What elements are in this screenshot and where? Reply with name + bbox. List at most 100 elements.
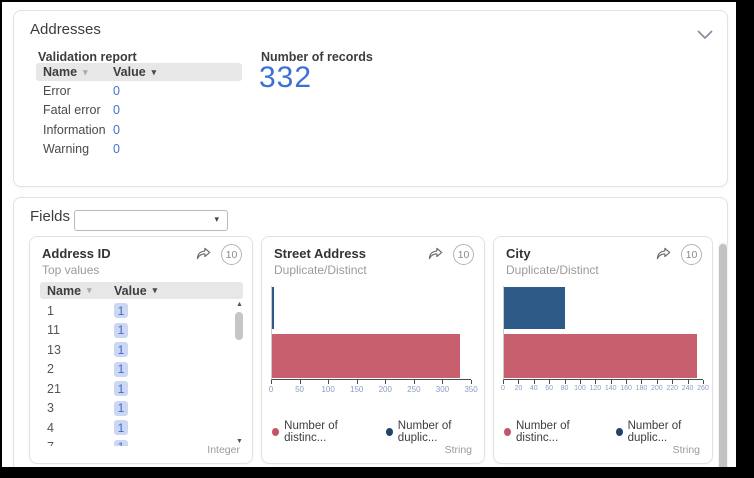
legend-item[interactable]: Number of distinc... bbox=[504, 420, 603, 444]
axis-tick-label: 240 bbox=[681, 385, 694, 392]
name-column-header[interactable]: Name ▾ bbox=[36, 65, 113, 79]
field-cards-row: Address ID Top values 10 Name ▾ Value bbox=[29, 236, 713, 464]
axis-tick-label: 100 bbox=[321, 385, 335, 394]
duplicate-distinct-chart: 0 50 100 150 200 250 300 350 bbox=[268, 286, 478, 396]
bar-number-of-distinct-records bbox=[272, 334, 460, 378]
scrollbar-thumb[interactable] bbox=[719, 244, 727, 467]
axis-tick-label: 180 bbox=[635, 385, 648, 392]
legend-label: Number of duplic... bbox=[627, 420, 682, 444]
legend-dot-icon bbox=[385, 428, 393, 436]
axis-tick-label: 350 bbox=[464, 385, 478, 394]
share-icon[interactable] bbox=[655, 247, 672, 262]
axis-tick-label: 60 bbox=[545, 385, 554, 392]
validation-row-value[interactable]: 0 bbox=[113, 103, 120, 118]
top-value-name: 1 bbox=[47, 303, 54, 318]
page-background: Addresses Validation report Name ▾ Value… bbox=[2, 2, 736, 467]
top-value-name: 4 bbox=[47, 420, 54, 435]
fields-filter-combobox[interactable]: ▾ bbox=[74, 210, 228, 231]
legend-item[interactable]: Number of duplic... bbox=[615, 420, 712, 444]
axis-tick-label: 20 bbox=[514, 385, 523, 392]
top-value-count[interactable]: 1 bbox=[114, 381, 128, 397]
top-values-row: 21 1 bbox=[40, 379, 232, 399]
axis-tick bbox=[356, 380, 358, 384]
x-axis: 0 20 40 60 80 100 120 140 160 180 200 220 240 260 bbox=[501, 380, 709, 396]
fields-section-label: Fields bbox=[30, 208, 71, 225]
top-value-count[interactable]: 1 bbox=[114, 322, 128, 338]
top-value-count[interactable]: 1 bbox=[114, 361, 128, 377]
column-header-label: Value bbox=[114, 283, 147, 298]
top-values-header: Name ▾ Value ▾ bbox=[40, 282, 243, 299]
field-card-address-id: Address ID Top values 10 Name ▾ Value bbox=[29, 236, 253, 464]
scroll-down-arrow-icon[interactable]: ▼ bbox=[236, 438, 243, 445]
field-type-label: String bbox=[672, 444, 700, 456]
top-values-rows: 1111113121211314171 bbox=[40, 301, 232, 446]
top-value-count[interactable]: 1 bbox=[114, 342, 128, 358]
column-header-label: Value bbox=[113, 65, 146, 79]
axis-tick-label: 200 bbox=[378, 385, 392, 394]
quality-count-badge[interactable]: 10 bbox=[221, 244, 242, 265]
number-of-records-value: 332 bbox=[259, 61, 313, 94]
scroll-up-arrow-icon[interactable]: ▲ bbox=[236, 301, 243, 308]
top-value-name: 2 bbox=[47, 362, 54, 377]
value-column-header[interactable]: Value ▾ bbox=[113, 65, 156, 79]
top-value-count[interactable]: 1 bbox=[114, 439, 128, 446]
validation-row-value[interactable]: 0 bbox=[113, 122, 120, 137]
fields-panel-scrollbar[interactable] bbox=[718, 242, 728, 467]
top-value-count[interactable]: 1 bbox=[114, 420, 128, 436]
collapse-chevron-icon[interactable] bbox=[697, 27, 713, 39]
axis-tick bbox=[703, 380, 704, 384]
sort-caret-icon: ▾ bbox=[152, 285, 158, 295]
top-value-count[interactable]: 1 bbox=[114, 303, 128, 319]
validation-row: Warning 0 bbox=[36, 140, 242, 160]
table-scrollbar[interactable]: ▲ ▼ bbox=[234, 301, 245, 446]
share-icon[interactable] bbox=[195, 247, 212, 262]
axis-tick-label: 0 bbox=[268, 385, 274, 394]
validation-report-header: Name ▾ Value ▾ bbox=[36, 63, 242, 81]
validation-row-name: Error bbox=[43, 83, 71, 98]
validation-row-value[interactable]: 0 bbox=[113, 83, 120, 98]
legend-item[interactable]: Number of duplic... bbox=[385, 420, 484, 444]
scrollbar-thumb[interactable] bbox=[235, 312, 243, 340]
share-icon[interactable] bbox=[427, 247, 444, 262]
axis-tick-label: 220 bbox=[666, 385, 679, 392]
addresses-panel: Addresses Validation report Name ▾ Value… bbox=[13, 10, 728, 187]
card-title: Street Address bbox=[274, 246, 366, 261]
axis-tick-label: 0 bbox=[501, 385, 505, 392]
top-value-count[interactable]: 1 bbox=[114, 400, 128, 416]
axis-tick-label: 150 bbox=[350, 385, 364, 394]
axis-tick-label: 160 bbox=[620, 385, 632, 392]
legend-dot-icon bbox=[504, 428, 511, 436]
validation-row-name: Information bbox=[43, 122, 106, 137]
axis-tick-label: 50 bbox=[295, 385, 305, 394]
dropdown-caret-icon[interactable]: ▾ bbox=[214, 214, 219, 224]
validation-row: Fatal error 0 bbox=[36, 101, 242, 121]
legend-item[interactable]: Number of distinc... bbox=[272, 420, 373, 444]
top-values-row: 13 1 bbox=[40, 340, 232, 360]
axis-tick bbox=[533, 380, 535, 384]
name-column-header[interactable]: Name ▾ bbox=[40, 284, 114, 298]
field-type-label: String bbox=[444, 444, 472, 456]
fields-filter-input[interactable] bbox=[79, 212, 211, 229]
validation-row: Error 0 bbox=[36, 81, 242, 101]
value-column-header[interactable]: Value ▾ bbox=[114, 284, 157, 298]
quality-count-badge[interactable]: 10 bbox=[453, 244, 474, 265]
quality-count-badge[interactable]: 10 bbox=[681, 244, 702, 265]
axis-tick bbox=[442, 380, 444, 384]
axis-tick bbox=[413, 380, 415, 384]
badge-value: 10 bbox=[225, 248, 238, 261]
field-type-label: Integer bbox=[207, 444, 240, 456]
axis-tick-label: 300 bbox=[435, 385, 450, 394]
axis-tick-label: 250 bbox=[407, 385, 421, 394]
axis-tick bbox=[385, 380, 387, 384]
card-subtitle: Duplicate/Distinct bbox=[506, 263, 599, 277]
sort-caret-icon: ▾ bbox=[83, 66, 88, 77]
axis-tick bbox=[471, 380, 472, 384]
axis-tick bbox=[271, 380, 272, 384]
axis-tick bbox=[610, 380, 612, 384]
validation-row-value[interactable]: 0 bbox=[113, 142, 120, 157]
validation-row-name: Warning bbox=[43, 142, 90, 157]
sort-caret-icon: ▾ bbox=[87, 285, 92, 295]
legend-label: Number of distinc... bbox=[284, 420, 338, 444]
